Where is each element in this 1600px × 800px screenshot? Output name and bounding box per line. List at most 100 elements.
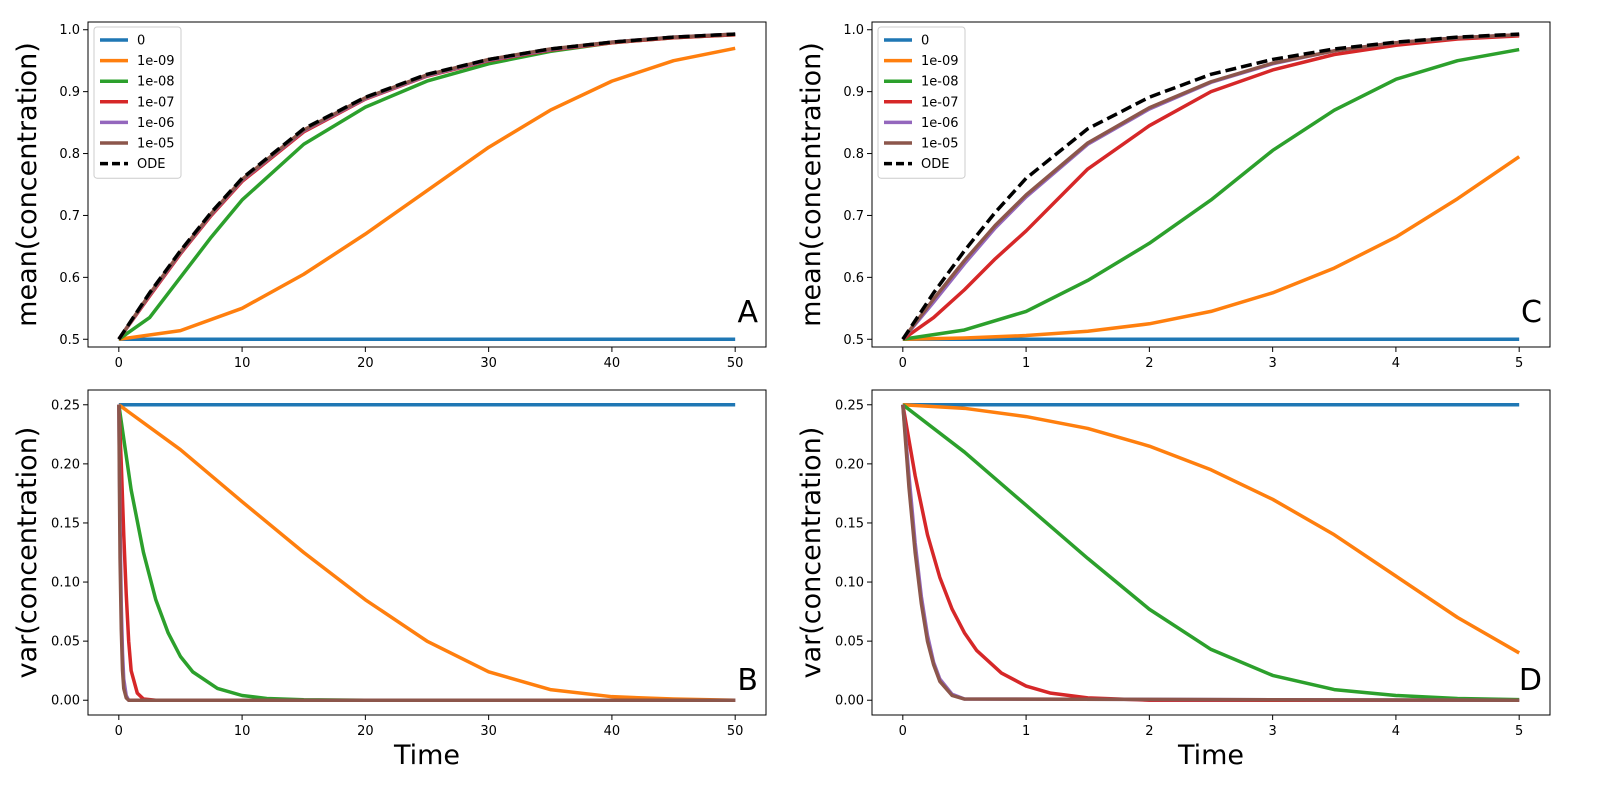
panel-b: 0 10 20 30 40 50 0.00 0.05 0.10 0.15 0.20 0.25 var(c… (12, 389, 767, 771)
x-tick-label: 2 (1145, 724, 1153, 739)
series-line-1e-07 (901, 404, 1520, 702)
panel-b-axes-frame (87, 389, 767, 716)
y-tick-label: 0.8 (59, 147, 80, 162)
y-tick-label: 0.20 (51, 457, 80, 472)
x-tick-label: 4 (1392, 356, 1400, 371)
legend: 0 1e-09 1e-08 1e-07 1e-06 1e-05 ODE (877, 26, 966, 179)
panel-a-axes-frame (87, 21, 767, 348)
x-axis-label: Time (1177, 740, 1244, 771)
y-tick-label: 0.9 (843, 85, 864, 100)
legend-box (93, 26, 182, 179)
x-tick-label: 2 (1145, 356, 1153, 371)
y-axis-label: var(concentration) (796, 427, 827, 679)
y-tick-label: 0.6 (59, 271, 80, 286)
y-tick-label: 0.9 (59, 85, 80, 100)
series-line-ODE (901, 32, 1520, 341)
x-tick-label: 1 (1022, 356, 1030, 371)
x-tick-label: 20 (357, 356, 374, 371)
x-tick-label: 0 (899, 724, 907, 739)
panel-a-plot-area (117, 32, 736, 342)
legend-label: 1e-08 (137, 75, 175, 90)
x-tick-label: 3 (1268, 724, 1276, 739)
panel-letter: A (737, 295, 758, 330)
y-tick-label: 0.5 (59, 333, 80, 348)
series-line-1e-06 (901, 404, 1520, 702)
series-line-1e-09 (118, 46, 736, 341)
panel-letter: D (1519, 663, 1542, 698)
series-line-1e-09 (117, 403, 736, 702)
legend-label: ODE (921, 157, 949, 172)
legend-label: 1e-07 (921, 95, 959, 110)
x-tick-label: 20 (357, 724, 374, 739)
legend-label: 1e-09 (137, 54, 175, 69)
x-tick-label: 0 (115, 724, 123, 739)
legend-label: 1e-05 (137, 137, 175, 152)
series-line-1e-08 (117, 404, 736, 702)
legend-label: 1e-05 (921, 137, 959, 152)
x-tick-label: 4 (1392, 724, 1400, 739)
series-line-1e-07 (117, 404, 736, 702)
x-tick-label: 10 (234, 724, 251, 739)
legend: 0 1e-09 1e-08 1e-07 1e-06 1e-05 ODE (93, 26, 182, 179)
x-tick-label: 40 (604, 356, 621, 371)
series-line-1e-09 (902, 403, 1521, 655)
y-tick-label: 0.6 (843, 271, 864, 286)
y-tick-label: 0.7 (843, 209, 864, 224)
series-line-1e-05 (901, 32, 1520, 341)
panel-d-axes-frame (871, 389, 1551, 716)
y-tick-label: 0.00 (835, 694, 864, 709)
legend-label: 1e-06 (137, 116, 175, 131)
x-tick-label: 30 (480, 724, 497, 739)
x-tick-label: 50 (727, 356, 744, 371)
y-tick-label: 1.0 (843, 23, 864, 38)
y-axis-label: var(concentration) (12, 427, 43, 679)
panel-d: 0 1 2 3 4 5 0.00 0.05 0.10 0.15 0.20 0.25 var(concen… (796, 389, 1551, 771)
legend-label: 1e-06 (921, 116, 959, 131)
legend-label: 0 (921, 34, 929, 49)
panel-c-plot-area (901, 32, 1521, 342)
series-line-1e-07 (901, 34, 1520, 341)
panel-d-plot-area (901, 403, 1521, 702)
panel-c-axes-frame (871, 21, 1551, 348)
legend-label: ODE (137, 157, 165, 172)
x-tick-label: 0 (115, 356, 123, 371)
x-tick-label: 5 (1515, 724, 1523, 739)
y-tick-label: 0.05 (51, 635, 80, 650)
panel-a: 0 10 20 30 40 50 0.5 0.6 0.7 0.8 0.9 1.0 mean(concen… (12, 21, 767, 371)
panel-b-plot-area (117, 403, 736, 702)
y-tick-label: 0.10 (51, 576, 80, 591)
y-tick-label: 0.00 (51, 694, 80, 709)
x-tick-label: 10 (234, 356, 251, 371)
x-tick-label: 5 (1515, 356, 1523, 371)
x-tick-label: 50 (727, 724, 744, 739)
panel-letter: B (737, 663, 758, 698)
y-tick-label: 0.15 (835, 516, 864, 531)
panel-letter: C (1521, 295, 1542, 330)
x-axis-label: Time (393, 740, 460, 771)
x-tick-label: 30 (480, 356, 497, 371)
series-line-1e-09 (902, 155, 1521, 342)
y-tick-label: 0.8 (843, 147, 864, 162)
legend-label: 0 (137, 34, 145, 49)
x-tick-label: 0 (899, 356, 907, 371)
x-tick-label: 3 (1268, 356, 1276, 371)
y-tick-label: 0.20 (835, 457, 864, 472)
panel-c: 0 1 2 3 4 5 0.5 0.6 0.7 0.8 0.9 1.0 mean(concentrati… (796, 21, 1551, 371)
legend-label: 1e-09 (921, 54, 959, 69)
series-line-1e-05 (901, 404, 1520, 702)
y-tick-label: 1.0 (59, 23, 80, 38)
y-axis-label: mean(concentration) (796, 42, 827, 327)
y-tick-label: 0.5 (843, 333, 864, 348)
y-tick-label: 0.25 (51, 398, 80, 413)
legend-label: 1e-07 (137, 95, 175, 110)
series-line-1e-08 (901, 403, 1520, 702)
y-tick-label: 0.25 (835, 398, 864, 413)
series-line-1e-08 (117, 32, 736, 341)
series-line-1e-08 (902, 47, 1520, 341)
legend-box (877, 26, 966, 179)
series-line-1e-05 (117, 404, 736, 702)
y-axis-label: mean(concentration) (12, 42, 43, 327)
y-tick-label: 0.15 (51, 516, 80, 531)
series-line-1e-06 (117, 404, 736, 702)
